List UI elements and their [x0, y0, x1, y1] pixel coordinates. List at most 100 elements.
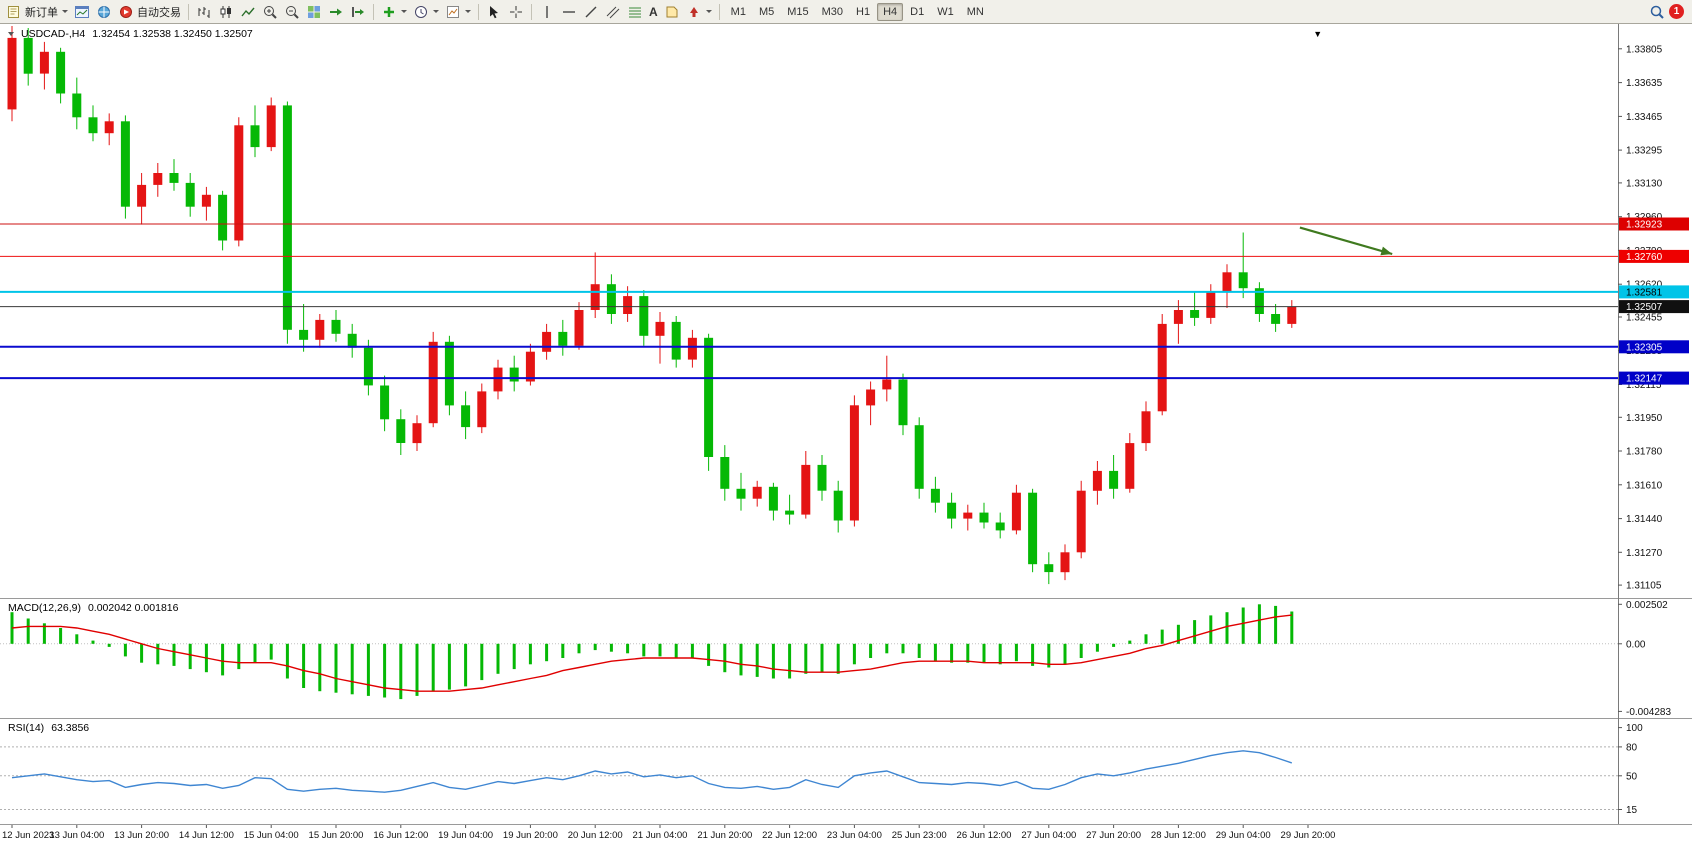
candlestick-chart-button[interactable] [216, 3, 236, 21]
auto-scroll-button[interactable] [326, 3, 346, 21]
svg-text:1.32115: 1.32115 [1626, 380, 1662, 391]
svg-text:1.32147: 1.32147 [1626, 374, 1663, 385]
chart-shift-button[interactable] [348, 3, 368, 21]
svg-text:1.33805: 1.33805 [1626, 44, 1663, 55]
svg-text:-0.004283: -0.004283 [1626, 707, 1671, 718]
new-order-label: 新订单 [25, 6, 58, 19]
text-tool-button[interactable]: A [647, 4, 660, 20]
svg-text:1.32620: 1.32620 [1626, 280, 1663, 291]
arrows-tool-button[interactable] [684, 3, 714, 21]
svg-text:12 Jun 2023: 12 Jun 2023 [2, 830, 54, 841]
label-icon [666, 6, 678, 17]
macd-panel: 0.002502 0.00 -0.004283 MACD(12,26,9) 0.00… [0, 598, 1692, 718]
svg-text:15: 15 [1626, 805, 1638, 816]
svg-text:21 Jun 20:00: 21 Jun 20:00 [697, 830, 752, 841]
svg-text:27 Jun 04:00: 27 Jun 04:00 [1021, 830, 1076, 841]
toolbar-separator [188, 3, 189, 20]
indicators-button[interactable] [379, 3, 409, 21]
charts-window-button[interactable] [72, 3, 92, 21]
toolbar-separator [478, 3, 479, 20]
chevron-down-icon [433, 10, 439, 13]
chart-shift-icon [352, 6, 364, 17]
price-chart-canvas[interactable]: ▼ 1.33805 1.33635 1.33465 1.33295 1.33130 1.32… [0, 24, 1692, 598]
macd-chart-canvas[interactable]: 0.002502 0.00 -0.004283 [0, 598, 1692, 718]
trendline-button[interactable] [581, 3, 601, 21]
label-tool-button[interactable] [662, 3, 682, 21]
svg-text:20 Jun 12:00: 20 Jun 12:00 [568, 830, 623, 841]
cursor-icon [490, 5, 498, 18]
zoom-in-button[interactable] [260, 3, 280, 21]
search-button[interactable] [1647, 3, 1667, 21]
price-scale[interactable] [1618, 24, 1692, 824]
svg-text:0.00: 0.00 [1626, 639, 1646, 650]
autotrading-button[interactable]: 自动交易 [116, 3, 183, 21]
svg-text:15 Jun 04:00: 15 Jun 04:00 [244, 830, 299, 841]
channel-button[interactable] [603, 3, 623, 21]
autotrading-icon [120, 5, 132, 18]
timeframe-button-w1[interactable]: W1 [937, 5, 954, 18]
horizontal-line-button[interactable] [559, 3, 579, 21]
svg-text:29 Jun 04:00: 29 Jun 04:00 [1216, 830, 1271, 841]
svg-text:19 Jun 20:00: 19 Jun 20:00 [503, 830, 558, 841]
svg-text:1.31780: 1.31780 [1626, 447, 1663, 458]
svg-text:1.33130: 1.33130 [1626, 178, 1663, 189]
chevron-down-icon [401, 10, 407, 13]
cursor-button[interactable] [484, 3, 504, 21]
svg-text:1.33295: 1.33295 [1626, 146, 1663, 157]
zoom-in-icon [264, 5, 277, 19]
notification-badge[interactable]: 1 [1669, 4, 1684, 19]
svg-text:1.32455: 1.32455 [1626, 313, 1663, 324]
templates-button[interactable] [443, 3, 473, 21]
market-watch-button[interactable] [94, 3, 114, 21]
svg-text:15 Jun 20:00: 15 Jun 20:00 [309, 830, 364, 841]
timeframe-button-h4[interactable]: H4 [877, 2, 904, 21]
svg-text:1.33635: 1.33635 [1626, 78, 1663, 89]
vertical-line-icon [546, 5, 548, 18]
crosshair-icon [510, 5, 522, 18]
svg-text:26 Jun 12:00: 26 Jun 12:00 [957, 830, 1012, 841]
timeframe-button-mn[interactable]: MN [966, 5, 984, 18]
add-indicator-icon [384, 6, 394, 17]
vertical-line-button[interactable] [537, 3, 557, 21]
timeframe-button-m5[interactable]: M5 [758, 5, 775, 18]
svg-text:1.32923: 1.32923 [1626, 220, 1663, 231]
line-chart-button[interactable] [238, 3, 258, 21]
chevron-down-icon [705, 10, 712, 13]
line-chart-icon [241, 7, 255, 16]
svg-text:16 Jun 12:00: 16 Jun 12:00 [373, 830, 428, 841]
svg-text:▼: ▼ [1313, 29, 1322, 39]
auto-scroll-icon [330, 8, 342, 15]
periods-button[interactable] [411, 3, 441, 21]
new-order-icon [8, 5, 19, 18]
timeframe-button-m30[interactable]: M30 [821, 5, 844, 18]
svg-text:29 Jun 20:00: 29 Jun 20:00 [1281, 830, 1336, 841]
svg-text:0.002502: 0.002502 [1626, 600, 1668, 611]
toolbar-separator [373, 3, 374, 20]
tile-windows-button[interactable] [304, 3, 324, 21]
chevron-down-icon [62, 10, 68, 13]
zoom-out-button[interactable] [282, 3, 302, 21]
svg-text:1.32760: 1.32760 [1626, 252, 1663, 263]
time-scale[interactable] [0, 824, 1618, 846]
svg-text:1.32305: 1.32305 [1626, 342, 1663, 353]
tile-windows-icon [308, 5, 320, 18]
bar-chart-button[interactable] [194, 3, 214, 21]
fibonacci-button[interactable] [625, 3, 645, 21]
new-order-button[interactable]: 新订单 [4, 3, 70, 21]
bar-chart-icon [198, 6, 210, 18]
svg-text:1.31105: 1.31105 [1626, 581, 1662, 592]
rsi-chart-canvas[interactable]: 100 80 50 15 [0, 718, 1692, 824]
crosshair-button[interactable] [506, 3, 526, 21]
svg-text:1.31270: 1.31270 [1626, 548, 1663, 559]
timeframe-button-h1[interactable]: H1 [856, 5, 871, 18]
timeframe-button-m15[interactable]: M15 [787, 5, 809, 18]
timeframe-toolbar: M1 M5 M15 M30 H1 H4 D1 W1 MN [725, 2, 990, 21]
timeframe-button-d1[interactable]: D1 [910, 5, 925, 18]
timeframe-button-m1[interactable]: M1 [730, 5, 746, 18]
svg-text:13 Jun 04:00: 13 Jun 04:00 [49, 830, 104, 841]
clock-icon [415, 5, 427, 18]
svg-text:1.31950: 1.31950 [1626, 413, 1663, 424]
svg-text:1.32581: 1.32581 [1626, 287, 1663, 298]
